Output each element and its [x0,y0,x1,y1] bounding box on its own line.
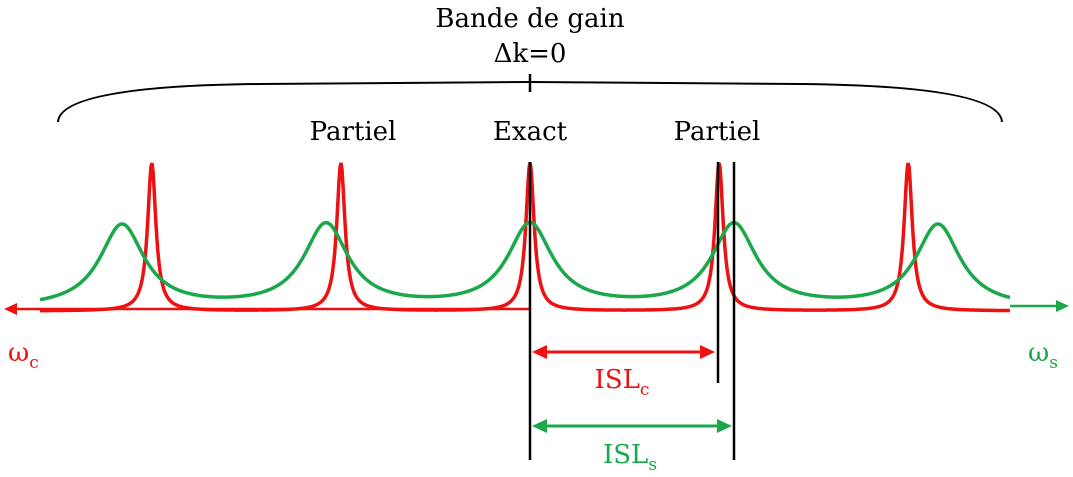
isl-c-arrow [532,345,715,359]
label-partial-left: Partiel [310,117,397,147]
omega-c-label: ωc [8,338,39,373]
label-exact: Exact [493,117,568,147]
omega-s-label: ωs [1028,338,1058,373]
red-resonance-curve [39,162,1011,313]
title-label: Bande de gain [435,4,624,34]
isl-s-label: ISLs [603,440,657,475]
isl-s-arrow [532,419,732,433]
phase-match-label: Δk=0 [494,39,567,69]
omega-s-arrowhead [1056,300,1069,312]
green-resonance-curve [39,220,1011,302]
isl-c-label: ISLc [595,365,650,400]
omega-c-arrowhead [4,303,17,315]
label-partial-right: Partiel [674,117,761,147]
